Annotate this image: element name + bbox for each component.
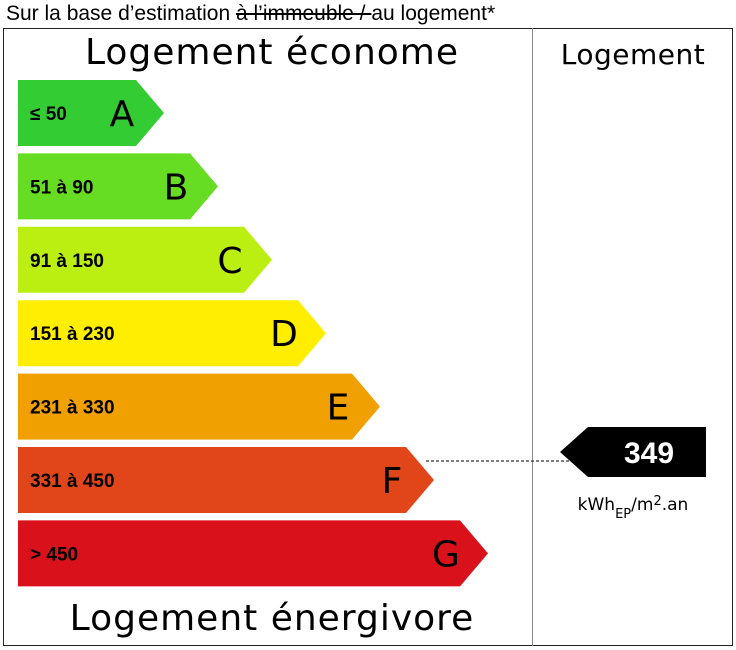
column-divider [532,28,533,646]
energy-bar-range-b: 51 à 90 [30,177,93,198]
energy-bar-letter-g: G [432,534,460,575]
label-frame [3,28,733,646]
energy-bar-shape-c [18,226,272,293]
value-marker-shape [560,427,706,477]
unit-rest: /m [631,495,654,515]
unit-tail: .an [661,495,689,515]
unit-sub: EP [615,507,632,522]
value-unit: kWhEP/m2.an [533,494,733,522]
header-logement: Logement [560,38,706,71]
value-marker-text: 349 [624,437,674,470]
energy-bar-shape-b [18,153,218,220]
energy-bar-letter-d: D [270,314,298,355]
energy-bar-e: 231 à 330 E [18,373,380,440]
energy-bar-shape-a [18,80,164,146]
energy-bar-shape-f [18,447,434,513]
energy-bar-range-g: > 450 [30,544,78,565]
energy-bar-letter-c: C [217,241,242,282]
energy-bar-c: 91 à 150 C [18,226,272,293]
energy-bar-g: > 450 G [18,520,488,587]
energy-bar-letter-f: F [382,461,403,502]
energy-bar-shape-e [18,373,380,440]
footer-energivore: Logement énergivore [69,598,475,639]
caption-text-after: au logement* [371,2,496,25]
unit-sup: 2 [653,494,662,509]
energy-bar-range-d: 151 à 230 [30,324,115,345]
energy-bar-f: 331 à 450 F [18,447,434,513]
energy-bar-letter-b: B [164,167,189,208]
energy-bar-range-e: 231 à 330 [30,398,115,419]
value-marker: 349 [560,427,706,477]
caption-text-struck: à l’immeuble / [235,2,372,25]
unit-main: kWh [577,495,616,515]
energy-bar-a: ≤ 50 A [18,80,164,146]
energy-bar-letter-a: A [110,94,135,135]
energy-bar-shape-g [18,520,488,587]
energy-bar-shape-d [18,300,326,367]
caption-text-before: Sur la base d’estimation [6,2,236,25]
energy-bar-b: 51 à 90 B [18,153,218,220]
energy-bar-letter-e: E [327,388,350,429]
energy-bar-range-a: ≤ 50 [30,104,67,125]
energy-bar-range-c: 91 à 150 [30,251,104,272]
header-econome: Logement économe [84,32,460,73]
estimation-caption: Sur la base d’estimation à l’immeuble / … [6,0,495,28]
energy-bar-range-f: 331 à 450 [30,471,115,492]
energy-bar-d: 151 à 230 D [18,300,326,367]
